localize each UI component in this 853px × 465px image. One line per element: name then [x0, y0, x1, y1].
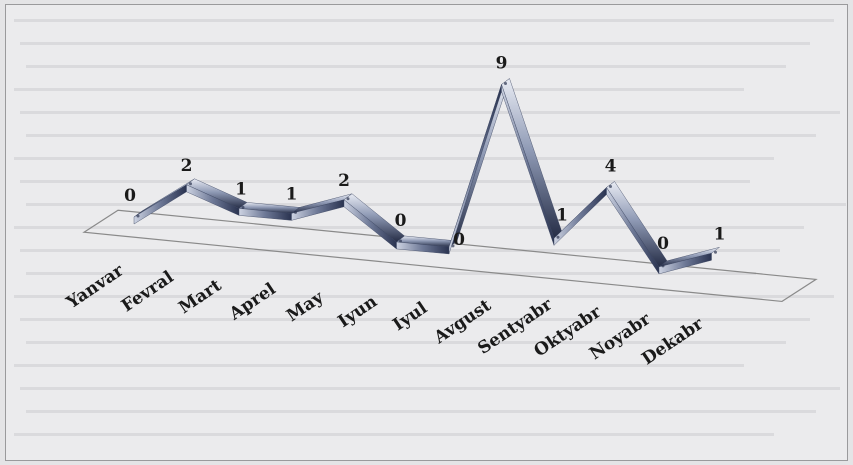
data-point [346, 197, 350, 201]
background-text-line [26, 272, 756, 275]
floor-outline [82, 209, 818, 303]
background-text-line [20, 318, 810, 321]
data-point [661, 264, 665, 268]
chart-floor [82, 209, 818, 303]
data-label: 9 [496, 54, 508, 74]
background-text-line [20, 42, 810, 45]
data-point [609, 184, 612, 188]
data-label: 2 [338, 171, 350, 191]
background-text-line [14, 364, 744, 367]
chart-frame: 0 2 1 1 2 0 0 9 1 4 0 1 Yanvar Fevral Mart Aprel May Iyu… [5, 4, 848, 461]
background-text-line [14, 226, 804, 229]
data-label: 2 [181, 156, 193, 176]
category-label: Iyul [389, 298, 431, 335]
category-label: Mart [175, 275, 225, 318]
background-text-line [20, 111, 840, 114]
background-text-line [14, 19, 834, 22]
background-text-line [26, 134, 816, 137]
background-text-line [26, 410, 816, 413]
data-point [294, 210, 297, 214]
data-point [136, 214, 140, 218]
data-label: 0 [395, 211, 407, 231]
category-label: Yanvar [62, 260, 128, 314]
background-text-line [20, 387, 840, 390]
background-text-line [26, 65, 786, 68]
background-text-line [20, 180, 750, 183]
data-label: 1 [235, 179, 247, 199]
data-point [399, 239, 402, 243]
background-text-line [14, 157, 774, 160]
background-text-lines [14, 19, 846, 436]
data-label: 4 [605, 156, 617, 176]
data-series-ribbon [133, 77, 720, 275]
background-text-line [20, 249, 780, 252]
data-point [451, 244, 455, 248]
data-point [714, 250, 717, 254]
ribbon-top-segment [606, 181, 668, 268]
data-labels: 0 2 1 1 2 0 0 9 1 4 0 1 [124, 54, 725, 254]
data-label: 1 [556, 205, 568, 225]
data-point [189, 182, 192, 186]
background-text-line [14, 88, 744, 91]
data-label: 0 [657, 234, 669, 254]
data-point [241, 205, 245, 209]
data-label: 1 [286, 184, 298, 204]
data-label: 0 [124, 186, 136, 206]
background-text-line [14, 295, 834, 298]
data-label: 0 [453, 230, 465, 250]
background-text-line [26, 203, 846, 206]
data-point [556, 235, 560, 239]
background-text-line [26, 341, 786, 344]
data-point [504, 82, 507, 86]
data-label: 1 [714, 224, 726, 244]
background-text-line [14, 433, 774, 436]
ribbon-front-segment [658, 253, 712, 275]
ribbon-front-segment [501, 84, 555, 246]
